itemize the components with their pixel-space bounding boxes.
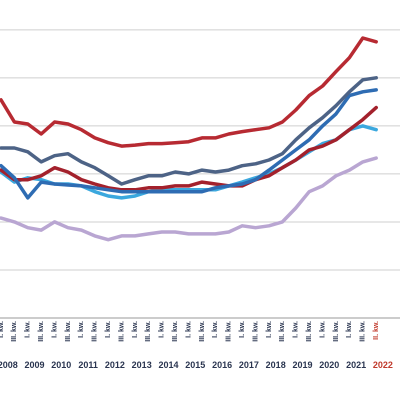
x-tick-label: III. kw. — [199, 321, 206, 342]
x-tick-label: I. kw. — [266, 321, 273, 338]
series-line — [0, 105, 378, 192]
year-label: 2021 — [346, 360, 366, 370]
x-tick-label: I. kw. — [159, 321, 166, 338]
x-tick-label: I. kw. — [105, 321, 112, 338]
x-tick-label: I. kw. — [239, 321, 246, 338]
year-label: 2012 — [105, 360, 125, 370]
x-tick-label: III. kw. — [226, 321, 233, 342]
x-tick-label: III. kw. — [252, 321, 259, 342]
x-tick-label: I. kw. — [0, 321, 5, 338]
year-label: 2017 — [239, 360, 259, 370]
x-tick-label: I. kw. — [25, 321, 32, 338]
series-line — [0, 156, 378, 242]
year-label: 2020 — [319, 360, 339, 370]
year-label: 2011 — [78, 360, 98, 370]
x-tick-label: III. kw. — [65, 321, 72, 342]
x-tick-label: I. kw. — [132, 321, 139, 338]
year-label: 2014 — [158, 360, 178, 370]
year-label: 2019 — [292, 360, 312, 370]
series-line — [0, 88, 378, 200]
series-line — [0, 76, 378, 186]
year-label: 2010 — [51, 360, 71, 370]
x-tick-label: III. kw. — [172, 321, 179, 342]
x-tick-label: I. kw. — [212, 321, 219, 338]
x-tick-label: I. kw. — [319, 321, 326, 338]
x-tick-label: I. kw. — [78, 321, 85, 338]
x-tick-label: I. kw. — [346, 321, 353, 338]
x-tick-label: III. kw. — [279, 321, 286, 342]
x-tick-label: I. kw. — [185, 321, 192, 338]
x-tick-label: III. kw. — [11, 321, 18, 342]
year-label: 2022 — [373, 360, 393, 370]
x-tick-label: III. kw. — [38, 321, 45, 342]
year-label: 2008 — [0, 360, 18, 370]
x-tick-label: III. kw. — [306, 321, 313, 342]
x-tick-label: II. kw. — [373, 321, 380, 340]
year-label: 2013 — [132, 360, 152, 370]
x-tick-label: III. kw. — [333, 321, 340, 342]
series-line — [0, 36, 378, 148]
x-tick-label: III. kw. — [118, 321, 125, 342]
year-label: 2018 — [266, 360, 286, 370]
year-label: 2015 — [185, 360, 205, 370]
year-label: 2016 — [212, 360, 232, 370]
x-tick-label: III. kw. — [92, 321, 99, 342]
x-tick-label: I. kw. — [293, 321, 300, 338]
x-tick-label: III. kw. — [145, 321, 152, 342]
year-label: 2009 — [24, 360, 44, 370]
x-tick-label: III. kw. — [360, 321, 367, 342]
x-tick-label: I. kw. — [51, 321, 58, 338]
